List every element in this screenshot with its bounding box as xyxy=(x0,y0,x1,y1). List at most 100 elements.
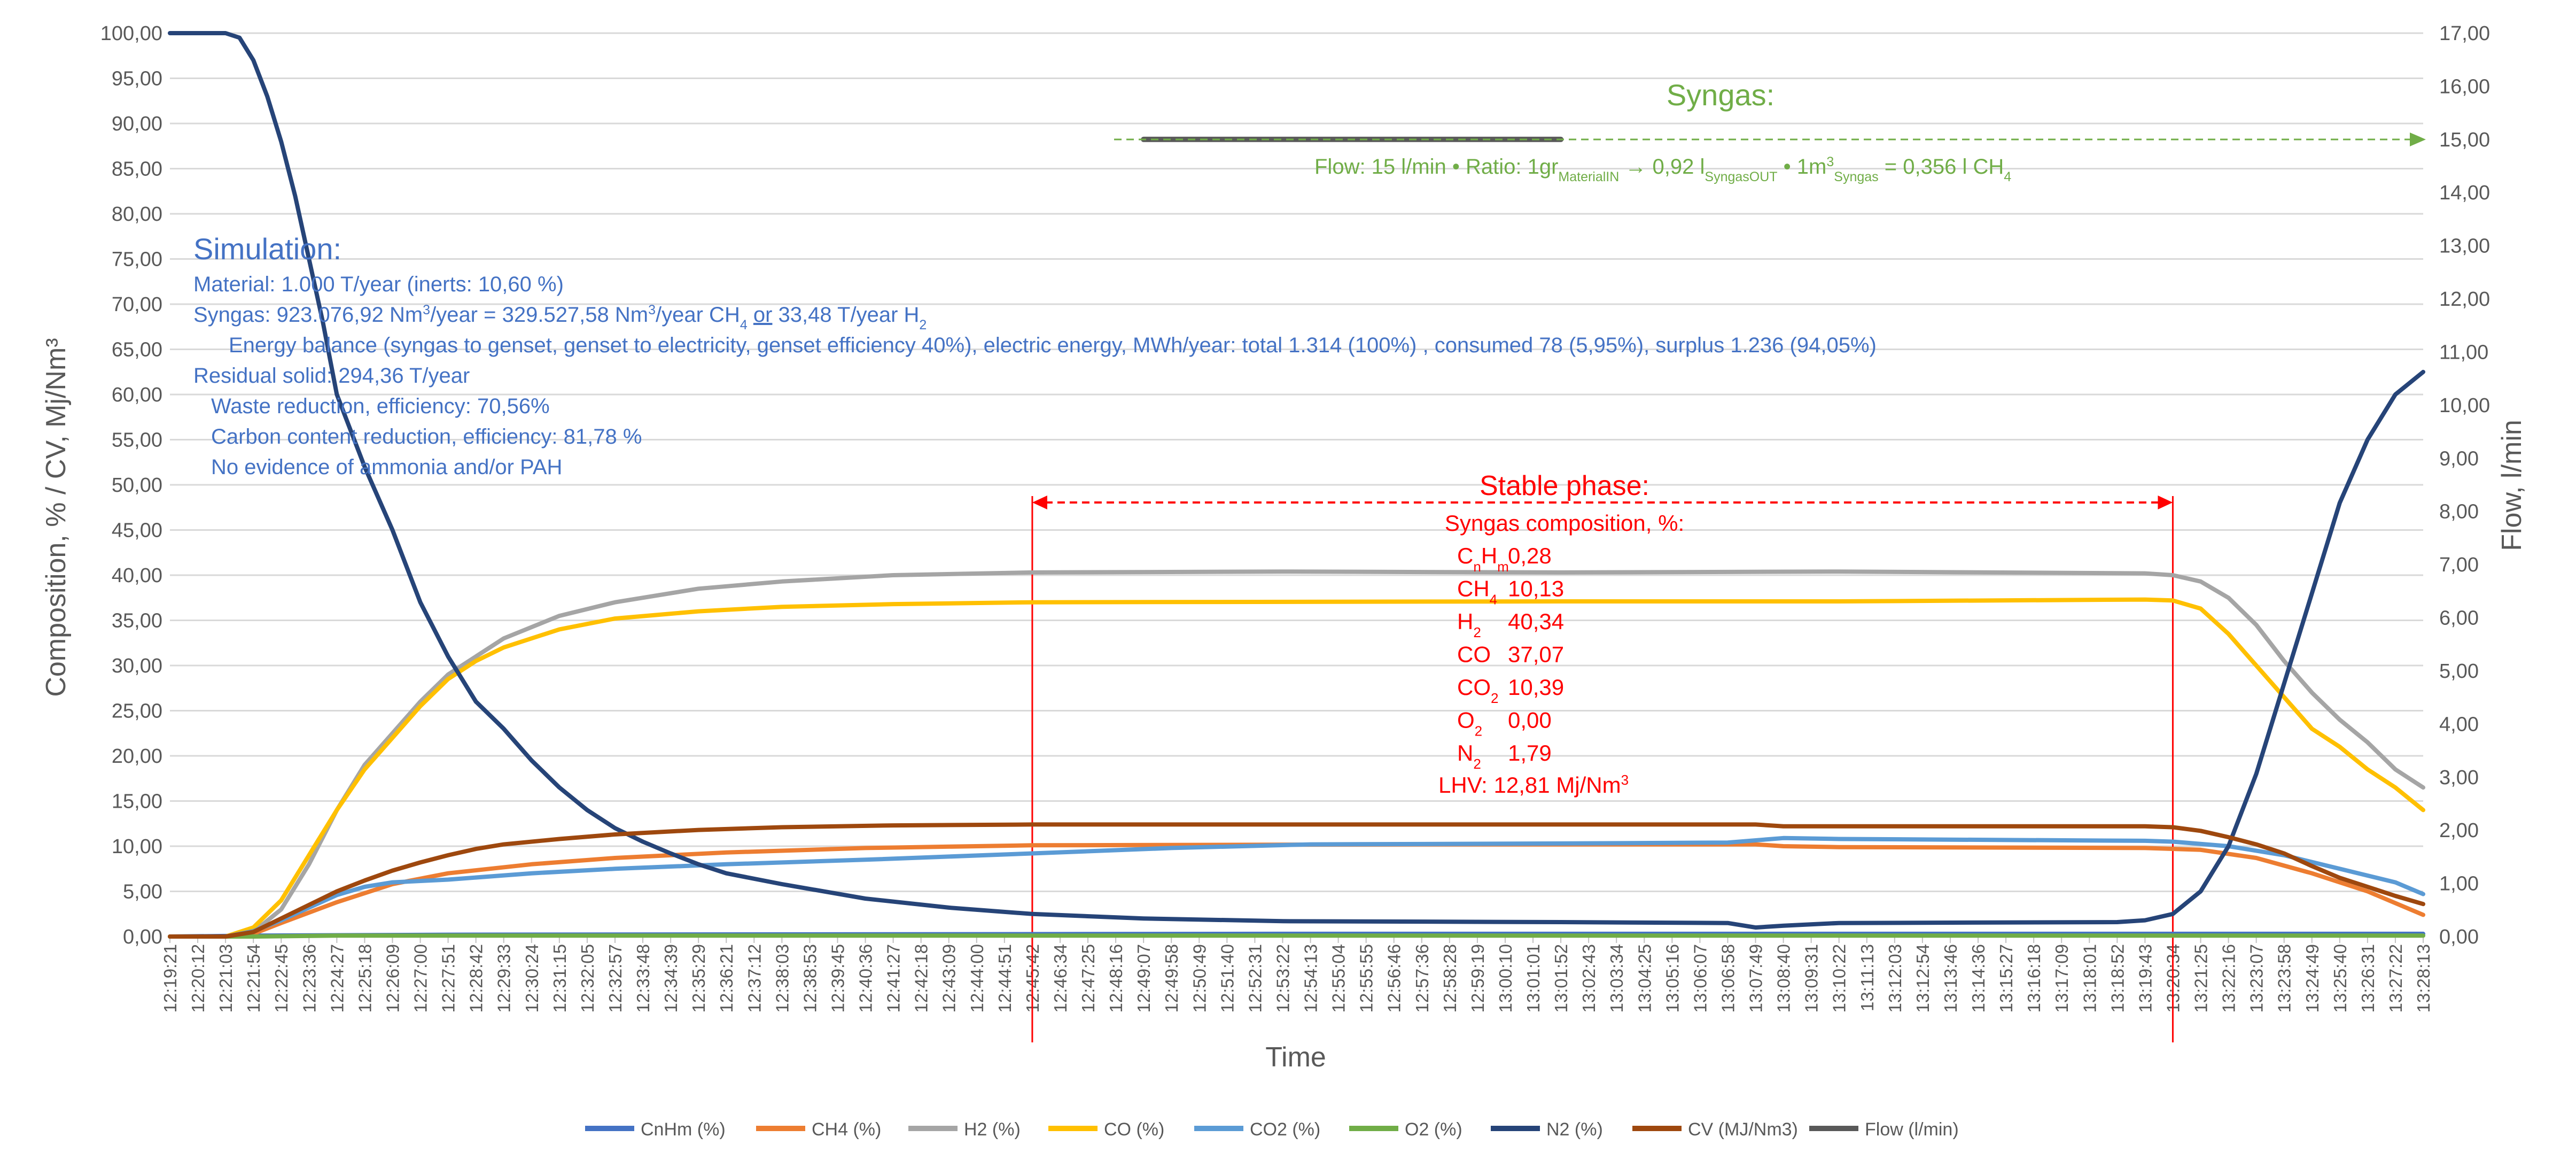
stable-row-label: CO xyxy=(1457,642,1491,667)
text-run: m xyxy=(1497,559,1509,575)
x-tick-label: 13:13:46 xyxy=(1941,944,1960,1012)
legend-label: CnHm (%) xyxy=(641,1119,726,1140)
text-run: CO xyxy=(1457,642,1491,667)
series-line-co2- xyxy=(168,836,2425,939)
text-run: Waste reduction, efficiency: 70,56% xyxy=(211,395,550,418)
text-run: Residual solid: 294,36 T/year xyxy=(193,364,470,388)
x-tick-label: 12:27:00 xyxy=(411,944,431,1012)
x-tick-label: 13:02:43 xyxy=(1579,944,1599,1012)
x-axis-ticks: 12:19:21 12:20:12 12:21:03 12:21:54 12:22:45… xyxy=(160,937,2433,1012)
text-run: 3 xyxy=(648,303,656,318)
text-run: 4 xyxy=(2004,169,2011,184)
x-tick-label: 12:49:07 xyxy=(1134,944,1154,1012)
x-tick-label: 12:47:25 xyxy=(1078,944,1098,1012)
text-run: CH xyxy=(1457,576,1490,601)
x-tick-label: 12:48:16 xyxy=(1106,944,1126,1012)
x-tick-label: 12:54:13 xyxy=(1301,944,1321,1012)
legend-label: CH4 (%) xyxy=(812,1119,881,1140)
simulation-note-line: No evidence of ammonia and/or PAH xyxy=(211,455,562,479)
text-run: 2 xyxy=(1491,690,1498,706)
text-run: Syngas: 923.076,92 Nm xyxy=(193,303,423,327)
x-tick-label: 12:36:21 xyxy=(717,944,736,1012)
x-tick-label: 12:23:36 xyxy=(299,944,319,1012)
y-tick-left: 0,00 xyxy=(123,926,162,948)
stable-phase-subtitle: Syngas composition, %: xyxy=(1445,510,1684,536)
series-line-co- xyxy=(168,597,2425,939)
text-run: 33,48 T/year H xyxy=(772,303,919,327)
y-tick-right: 17,00 xyxy=(2439,22,2490,45)
simulation-notes: Material: 1.000 T/year (inerts: 10,60 %)… xyxy=(193,273,1877,479)
stable-phase-arrowhead-left xyxy=(1032,496,1047,509)
y-tick-right: 6,00 xyxy=(2439,607,2479,630)
text-run: n xyxy=(1473,559,1481,575)
stable-row-value: 10,13 xyxy=(1508,576,1564,601)
x-tick-label: 12:28:42 xyxy=(466,944,486,1012)
x-tick-label: 12:51:40 xyxy=(1217,944,1237,1012)
stable-row-label: CH4 xyxy=(1457,576,1497,608)
x-tick-label: 12:38:03 xyxy=(772,944,792,1012)
x-tick-label: 12:49:58 xyxy=(1162,944,1181,1012)
x-tick-label: 13:12:54 xyxy=(1913,944,1933,1012)
x-tick-label: 13:18:01 xyxy=(2080,944,2099,1012)
text-run: CO xyxy=(1457,675,1491,700)
x-tick-label: 12:57:36 xyxy=(1412,944,1432,1012)
x-tick-label: 13:07:49 xyxy=(1746,944,1766,1012)
simulation-note-line: Energy balance (syngas to genset, genset… xyxy=(229,334,1877,357)
y-tick-right: 16,00 xyxy=(2439,75,2490,98)
y-tick-right: 4,00 xyxy=(2439,713,2479,736)
text-run: 4 xyxy=(1490,592,1497,608)
x-tick-label: 12:32:05 xyxy=(578,944,597,1012)
y-tick-right: 1,00 xyxy=(2439,873,2479,895)
text-run: 3 xyxy=(1621,772,1629,788)
stable-row-label: CO2 xyxy=(1457,675,1498,706)
stable-phase-title: Stable phase: xyxy=(1480,470,1649,501)
x-tick-label: 13:23:07 xyxy=(2247,944,2267,1012)
x-tick-label: 13:06:58 xyxy=(1718,944,1738,1012)
text-run: SyngasOUT xyxy=(1705,169,1777,184)
x-tick-label: 12:26:09 xyxy=(383,944,402,1012)
x-tick-label: 13:14:36 xyxy=(1968,944,1988,1012)
stable-row-value: 1,79 xyxy=(1508,740,1552,765)
text-run: • 1m xyxy=(1778,155,1827,179)
y-tick-left: 25,00 xyxy=(112,700,162,723)
x-tick-label: 12:25:18 xyxy=(355,944,375,1012)
x-tick-label: 13:27:22 xyxy=(2386,944,2406,1012)
stable-row-label: N2 xyxy=(1457,740,1481,772)
x-tick-label: 12:52:31 xyxy=(1245,944,1265,1012)
stable-row-label: O2 xyxy=(1457,708,1482,739)
y-tick-left: 85,00 xyxy=(112,158,162,181)
x-tick-label: 13:21:25 xyxy=(2191,944,2211,1012)
y-tick-left: 65,00 xyxy=(112,339,162,361)
legend-label: CO (%) xyxy=(1104,1119,1164,1140)
x-tick-label: 12:19:21 xyxy=(160,944,180,1012)
syngas-flow-marker xyxy=(1114,132,2426,146)
x-tick-label: 12:44:00 xyxy=(967,944,987,1012)
simulation-note-line: Material: 1.000 T/year (inerts: 10,60 %) xyxy=(193,273,564,296)
x-tick-label: 12:40:36 xyxy=(856,944,876,1012)
text-run: N xyxy=(1457,740,1473,765)
text-run: /year = 329.527,58 Nm xyxy=(430,303,648,327)
text-run: or xyxy=(753,303,773,327)
x-tick-label: 12:37:12 xyxy=(744,944,764,1012)
series-line-ch4- xyxy=(168,842,2425,939)
x-tick-label: 13:10:22 xyxy=(1830,944,1849,1012)
y-tick-right: 14,00 xyxy=(2439,182,2490,204)
y-tick-left: 15,00 xyxy=(112,791,162,813)
x-tick-label: 12:32:57 xyxy=(605,944,625,1012)
stable-row-value: 0,00 xyxy=(1508,708,1552,733)
x-tick-label: 12:30:24 xyxy=(522,944,542,1012)
stable-row-value: 10,39 xyxy=(1508,675,1564,700)
x-tick-label: 12:21:54 xyxy=(244,944,263,1012)
legend-label: CO2 (%) xyxy=(1250,1119,1320,1140)
y-tick-left: 70,00 xyxy=(112,293,162,316)
y-tick-left: 50,00 xyxy=(112,474,162,497)
x-tick-label: 12:55:04 xyxy=(1329,944,1349,1012)
x-tick-label: 13:18:52 xyxy=(2107,944,2127,1012)
syngas-title: Syngas: xyxy=(1667,78,1775,112)
x-tick-label: 12:33:48 xyxy=(633,944,653,1012)
text-run: 3 xyxy=(1826,154,1834,169)
x-tick-label: 12:34:39 xyxy=(661,944,681,1012)
